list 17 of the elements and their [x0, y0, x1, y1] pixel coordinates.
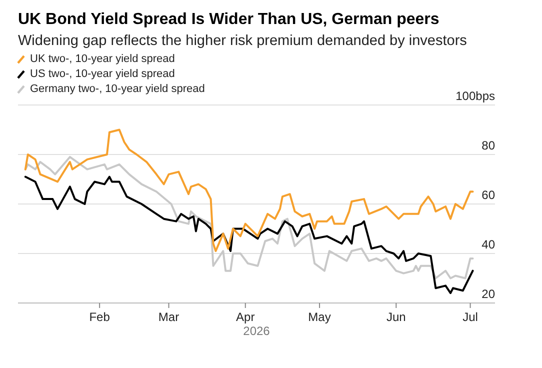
y-tick-label: 100bps [456, 89, 495, 103]
y-tick-label: 80 [482, 138, 496, 152]
y-tick-label: 40 [482, 238, 496, 252]
x-axis-title: 2026 [243, 324, 270, 338]
y-tick-label: 60 [482, 188, 496, 202]
x-tick-label: Mar [158, 310, 180, 324]
x-tick-label: May [308, 310, 331, 324]
legend-label: UK two-, 10-year yield spread [30, 53, 175, 65]
x-tick-label: Feb [89, 310, 110, 324]
x-tick-label: Jul [462, 310, 478, 324]
x-tick-label: Jun [386, 310, 406, 324]
y-tick-label: 20 [482, 287, 496, 301]
legend-label: US two-, 10-year yield spread [30, 68, 175, 80]
legend-label: Germany two-, 10-year yield spread [30, 83, 205, 95]
chart-subtitle: Widening gap reflects the higher risk premium demanded by investors [18, 33, 467, 49]
x-tick-label: Apr [236, 310, 255, 324]
chart-title: UK Bond Yield Spread Is Wider Than US, German peers [18, 11, 440, 28]
